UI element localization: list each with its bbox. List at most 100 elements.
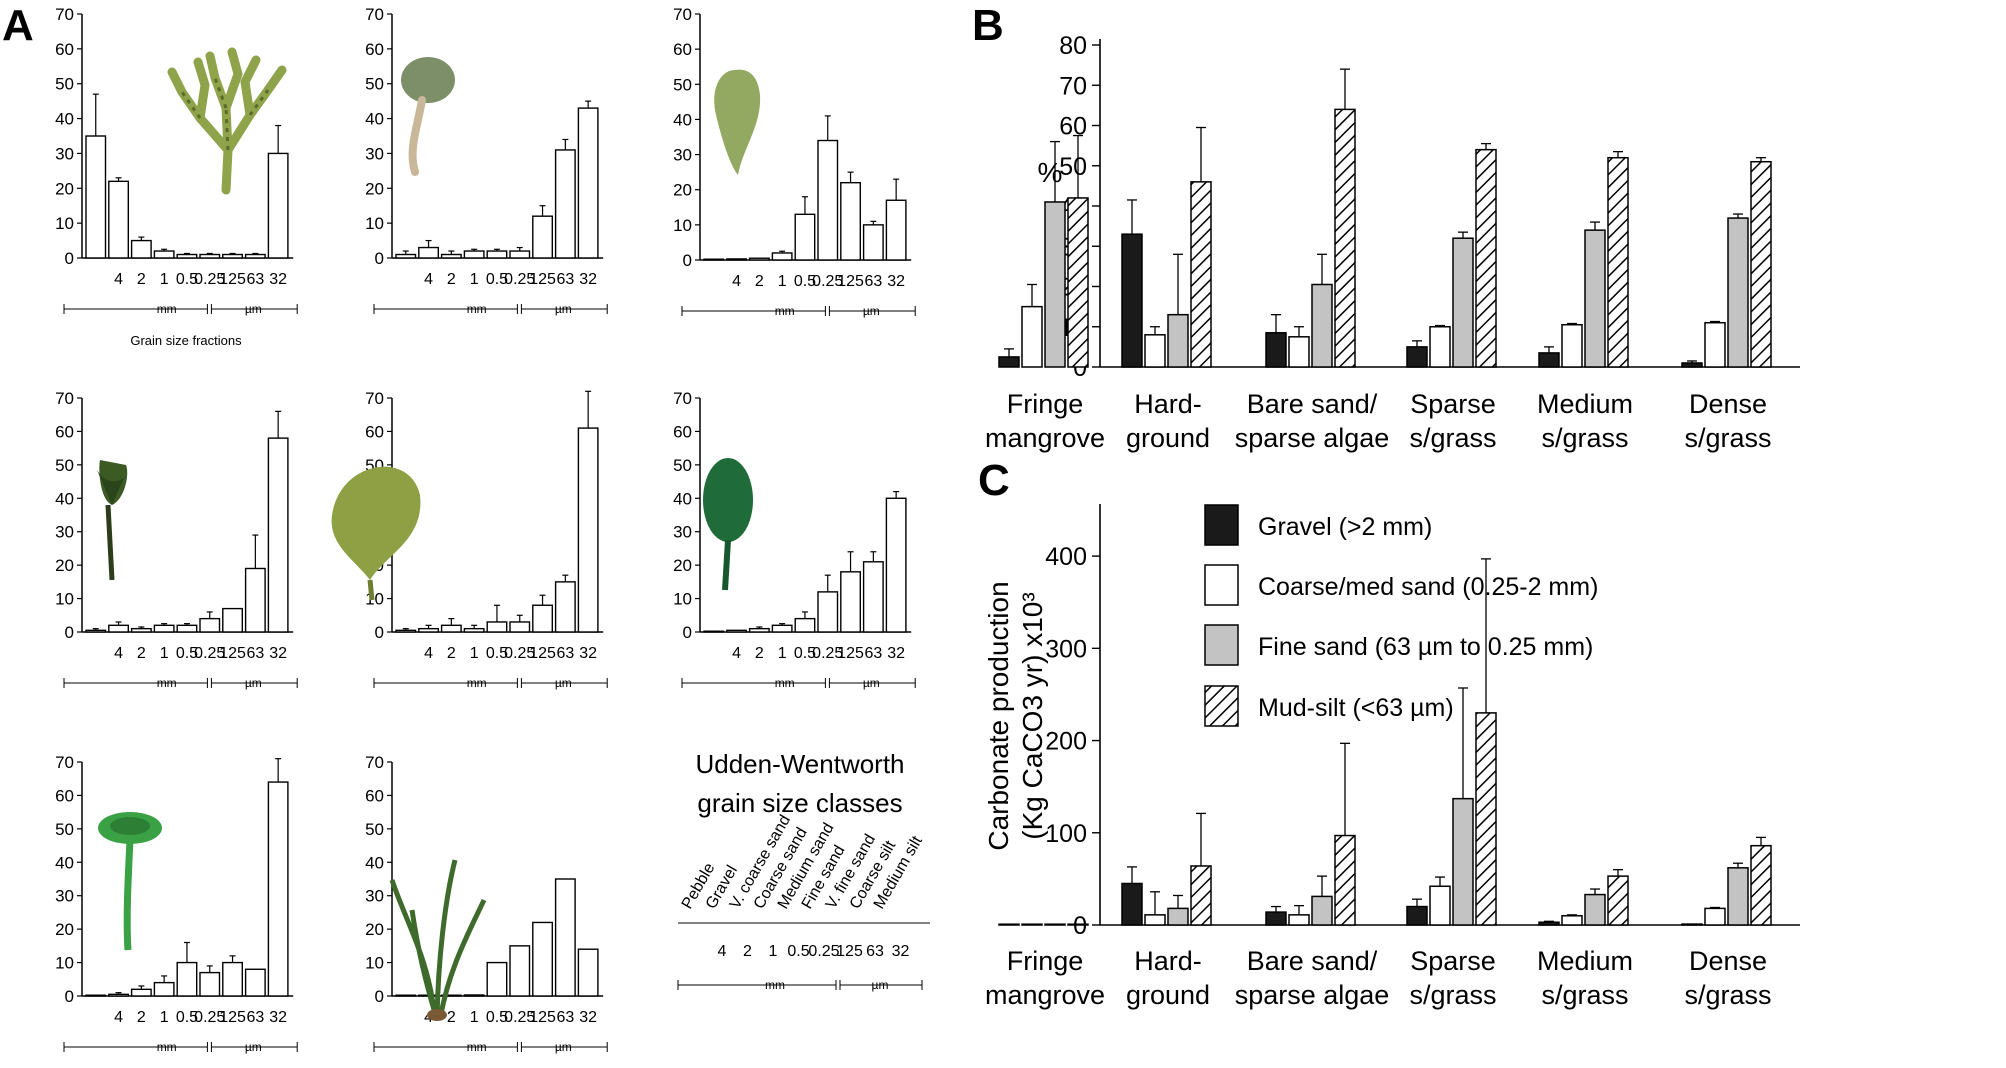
x-tick-label: 0.5 <box>176 1009 198 1026</box>
bar-mud-silt <box>1067 923 1089 926</box>
x-tick-label: 4 <box>114 271 123 288</box>
bar <box>885 199 907 261</box>
category-label-line1: Hard- <box>1134 946 1202 976</box>
category-label-line2: s/grass <box>1684 980 1771 1010</box>
panel-label-c: C <box>978 456 1010 505</box>
bar <box>130 988 152 997</box>
bar <box>771 624 793 633</box>
halimeda-illustration <box>167 47 287 195</box>
bar <box>509 621 531 633</box>
x-tick-label: 32 <box>887 273 905 290</box>
category-label-line1: Bare sand/ <box>1247 946 1378 976</box>
y-tick-label: 20 <box>55 556 74 575</box>
bar <box>463 994 485 997</box>
x-tick-label: 63 <box>246 1009 264 1026</box>
bar-mud-silt <box>1190 865 1212 926</box>
x-tick-label: 0.25 <box>504 1009 535 1026</box>
bar-fine-sand <box>1311 283 1333 368</box>
unit-mm: mm <box>467 676 487 690</box>
x-tick-label: 0.25 <box>194 271 225 288</box>
category-label-line1: Sparse <box>1410 389 1496 419</box>
y-axis-label-line2: (Kg CaCO3 yr) x10³ <box>1017 592 1048 839</box>
x-tick-label: 0.5 <box>176 271 198 288</box>
bar <box>486 250 508 259</box>
bar <box>395 253 417 259</box>
legend-label-coarse-sand: Coarse/med sand (0.25-2 mm) <box>1258 573 1598 601</box>
bar <box>108 993 130 997</box>
chart-panel-c: 0 100 200 300 400 Fringe mangrove Hard-ground Ba… <box>983 504 1800 1010</box>
category-label-line1: Fringe <box>1007 946 1084 976</box>
x-tick-label: 1 <box>160 271 169 288</box>
y-tick-label: 70 <box>55 753 74 772</box>
y-tick-label: 0 <box>65 249 74 268</box>
y-tick-label: 40 <box>55 110 74 129</box>
bar <box>85 994 107 997</box>
bar <box>395 994 417 997</box>
legend-swatch-gravel <box>1204 504 1239 546</box>
bar <box>267 437 289 633</box>
bar-mud-silt <box>1067 197 1089 368</box>
category-label-line1: Sparse <box>1410 946 1496 976</box>
bar-fine-sand <box>1584 893 1606 926</box>
unit-mm: mm <box>775 676 795 690</box>
x-tick-label: 0.25 <box>812 645 843 662</box>
udden-tick-label: 125 <box>836 943 863 960</box>
y-tick-label: 70 <box>673 389 692 408</box>
bar <box>794 213 816 261</box>
y-tick-label: 60 <box>673 422 692 441</box>
bar <box>130 239 152 259</box>
unit-mm: mm <box>765 978 785 992</box>
bar <box>726 629 747 633</box>
bar <box>554 581 576 633</box>
unit-mm: mm <box>467 1040 487 1054</box>
y-tick-label: 10 <box>673 590 692 609</box>
x-tick-label: 2 <box>447 271 456 288</box>
bar <box>817 591 839 633</box>
x-tick-label: 2 <box>755 273 764 290</box>
y-tick-label: 40 <box>365 853 384 872</box>
y-tick-label: 0 <box>683 251 692 270</box>
y-tick-label: 20 <box>55 920 74 939</box>
bar-fine-sand <box>1727 217 1749 368</box>
x-tick-label: 0.25 <box>194 1009 225 1026</box>
bar-gravel <box>1681 362 1703 368</box>
unit-um: µm <box>245 1040 262 1054</box>
bar-gravel <box>998 356 1020 368</box>
bar <box>532 215 553 259</box>
bar <box>771 252 793 261</box>
bar-fine-sand <box>1044 923 1066 926</box>
bar <box>817 139 839 261</box>
bar-gravel <box>1406 905 1428 926</box>
bar <box>794 617 816 633</box>
x-tick-label: 125 <box>219 1009 246 1026</box>
y-axis-label-line1: Carbonate production <box>983 581 1014 850</box>
x-tick-label: 63 <box>556 1009 574 1026</box>
bar-gravel <box>998 923 1020 926</box>
bar-coarse-sand <box>1561 323 1583 368</box>
x-tick-label: 0.25 <box>504 271 535 288</box>
y-tick-label: 40 <box>55 853 74 872</box>
unit-um: µm <box>872 978 889 992</box>
y-tick-label: 0 <box>375 623 384 642</box>
udden-tick-label: 63 <box>866 943 884 960</box>
x-tick-label: 2 <box>137 1009 146 1026</box>
bar <box>153 624 175 633</box>
x-tick-label: 1 <box>470 271 479 288</box>
bar <box>222 253 244 259</box>
bar-coarse-sand <box>1429 326 1451 368</box>
y-tick-label: 0 <box>65 623 74 642</box>
y-tick-label: 100 <box>1045 820 1087 848</box>
bar <box>463 627 485 633</box>
udden-tick-label: 2 <box>743 943 752 960</box>
x-tick-label: 125 <box>837 273 864 290</box>
x-tick-label: 2 <box>755 645 764 662</box>
bar <box>554 149 576 259</box>
bar-gravel <box>1121 233 1143 368</box>
unit-mm: mm <box>467 302 487 316</box>
legend-swatch-fine-sand <box>1204 624 1239 666</box>
x-tick-label: 1 <box>470 645 479 662</box>
bar <box>199 253 221 259</box>
unit-um: µm <box>245 676 262 690</box>
